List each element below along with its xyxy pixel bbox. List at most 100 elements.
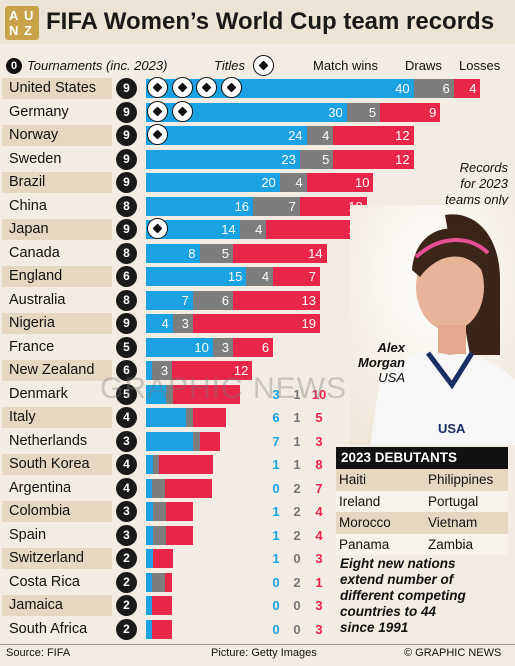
title-football-icon: [220, 77, 242, 98]
tournaments-count: 5: [116, 383, 137, 405]
watermark: GRAPHIC NEWS: [100, 372, 348, 405]
draws-value: 1: [293, 410, 301, 425]
draws-bar: [152, 502, 167, 521]
table-row: Nigeria 9 4 3 19: [0, 311, 515, 335]
draws-value: 1: [293, 457, 301, 472]
country-name: England: [2, 266, 112, 287]
draws-value: 1: [293, 433, 301, 449]
losses-bar: [165, 572, 173, 592]
losses-bar: [152, 619, 173, 639]
wins-bar: [146, 549, 153, 568]
country-name: Netherlands: [9, 432, 88, 449]
table-row: Colombia 3 1 2 4: [0, 499, 515, 523]
wins-bar: 24: [146, 126, 307, 145]
player-surname: Morgan: [358, 355, 405, 370]
football-icon: [253, 55, 274, 76]
table-row: Sweden 9 23 5 12: [0, 147, 515, 171]
table-row: South Korea 4 1 1 8: [0, 452, 515, 476]
losses-value: 5: [315, 410, 323, 425]
losses-bar: [152, 549, 173, 568]
table-row: Japan914415: [0, 217, 515, 241]
losses-bar: [159, 455, 213, 474]
country-name: Australia: [9, 291, 66, 308]
title-football-icon: [171, 100, 193, 122]
country-name: Colombia: [2, 501, 112, 522]
draws-bar: 6: [413, 79, 454, 98]
draws-bar: [152, 478, 166, 498]
wins-value: 0: [272, 574, 280, 590]
wins-value: 1: [272, 527, 280, 543]
wins-bar: 8: [146, 243, 200, 263]
table-row: Norway 9 24 4 12: [0, 123, 515, 147]
wins-bar: [146, 525, 153, 545]
debutants-note-line: Eight new nations: [340, 556, 456, 571]
wins-bar: 4: [146, 314, 173, 333]
title-football-icon: [147, 100, 168, 122]
wins-bar: [146, 408, 187, 427]
draws-bar: [152, 525, 167, 545]
wins-value: 1: [272, 551, 280, 566]
debutant-country: Vietnam: [428, 515, 478, 530]
draws-value: 0: [293, 621, 301, 637]
table-row: Denmark 5 3 1 10: [0, 382, 515, 406]
table-row: Netherlands 3 7 1 3: [0, 429, 515, 453]
draws-bar: 4: [246, 267, 274, 286]
wins-bar: 30: [146, 102, 347, 122]
losses-bar: 14: [232, 243, 327, 263]
country-name: Norway: [2, 125, 112, 146]
table-row: South Africa 2 0 0 3: [0, 617, 515, 641]
losses-value: 4: [315, 527, 323, 543]
table-row: Brazil 9 20 4 10: [0, 170, 515, 194]
debutant-country: Haiti: [339, 472, 367, 487]
tournaments-count: 5: [116, 336, 137, 358]
losses-bar: 9: [380, 102, 441, 122]
player-name: Alex: [377, 340, 405, 355]
wins-bar: 14: [146, 220, 240, 239]
logo-letter: Z: [24, 23, 32, 38]
wins-bar: 15: [146, 267, 247, 286]
losses-bar: [192, 408, 227, 427]
wins-value: 1: [272, 457, 280, 472]
logo-letter: U: [24, 8, 34, 23]
records-note-line: for 2023: [460, 176, 508, 191]
tournaments-count: 2: [116, 618, 137, 640]
wins-bar: 23: [146, 149, 300, 169]
tournaments-count: 4: [116, 477, 137, 499]
wins-bar: [146, 455, 153, 474]
debutant-row: Ireland Portugal: [336, 490, 508, 512]
losses-value: 3: [315, 433, 323, 449]
losses-value: 8: [315, 457, 323, 472]
table-row: Germany 9 30 5 9: [0, 100, 515, 124]
losses-value: 1: [315, 574, 323, 590]
tournaments-count: 9: [116, 219, 137, 240]
draws-bar: 7: [253, 196, 300, 216]
losses-bar: [166, 525, 193, 545]
draws-value: 2: [293, 574, 301, 590]
debutant-row: Panama Zambia: [336, 533, 508, 555]
debutant-row: Morocco Vietnam: [336, 512, 508, 534]
wins-bar: [146, 572, 152, 592]
table-row: England 6 15 4 7: [0, 264, 515, 288]
draws-value: 2: [293, 480, 301, 496]
tournaments-count: 4: [116, 454, 137, 475]
country-name: Denmark: [9, 385, 68, 402]
losses-bar: 4: [453, 79, 481, 98]
wins-bar: [146, 502, 153, 521]
tournaments-count: 2: [116, 571, 137, 593]
tournaments-count: 8: [116, 195, 137, 217]
draws-bar: 3: [172, 314, 193, 333]
match-wins-header: Match wins: [313, 58, 379, 73]
debutant-country: Zambia: [428, 536, 474, 552]
draws-bar: [152, 572, 166, 592]
draws-bar: 4: [306, 126, 334, 145]
country-name: France: [9, 338, 55, 355]
country-name: Germany: [9, 103, 69, 120]
draws-value: 0: [293, 551, 301, 566]
wins-bar: [146, 431, 193, 451]
title-football-icon: [147, 124, 168, 145]
tournaments-count: 9: [116, 78, 137, 99]
losses-value: 4: [315, 504, 323, 519]
losses-bar: [152, 596, 173, 615]
losses-bar: 6: [232, 337, 274, 357]
